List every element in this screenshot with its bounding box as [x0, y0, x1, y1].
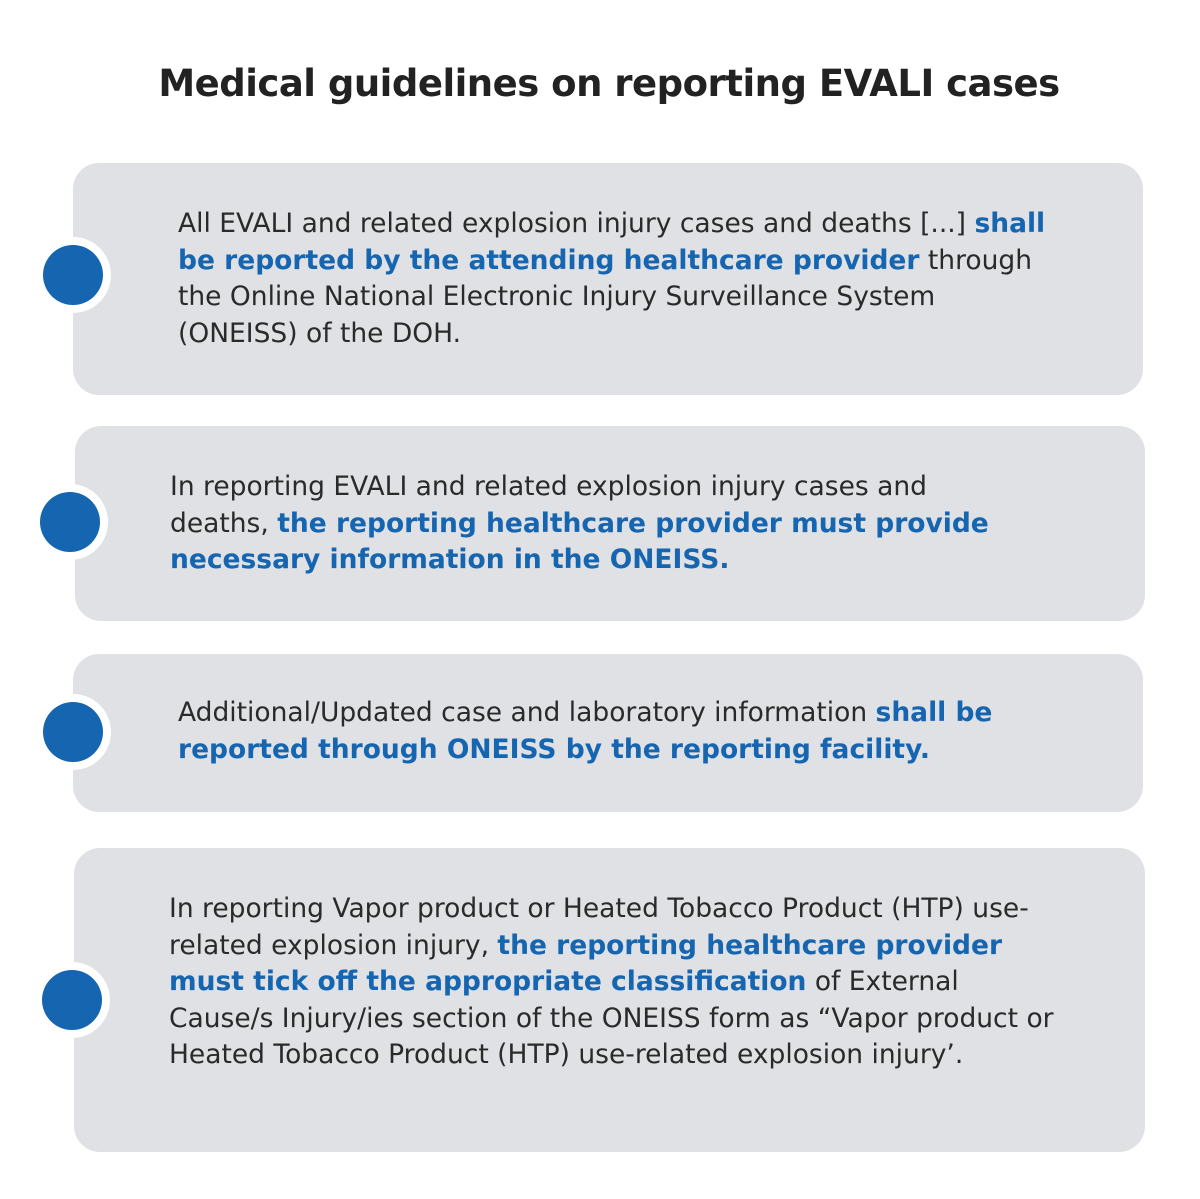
guideline-text-3: Additional/Updated case and laboratory i…	[178, 695, 1078, 768]
text-highlight: shall be reported through ONEISS by the …	[178, 697, 993, 765]
guideline-card-2	[75, 426, 1145, 621]
guideline-card-3	[73, 654, 1143, 812]
bullet-dot-icon	[42, 970, 102, 1030]
text-highlight: the reporting healthcare provider must p…	[170, 507, 989, 576]
text-regular: In reporting EVALI and related explosion…	[170, 471, 927, 539]
text-regular: Additional/Updated case and laboratory i…	[178, 697, 876, 728]
page-title: Medical guidelines on reporting EVALI ca…	[158, 62, 1060, 105]
guideline-text-2: In reporting EVALI and related explosion…	[170, 469, 1030, 579]
text-highlight: shall be reported by the attending healt…	[178, 208, 1046, 276]
text-regular: of External Cause/s Injury/ies section o…	[169, 966, 1054, 1070]
guideline-card-4	[74, 848, 1145, 1152]
guideline-card-1	[73, 163, 1143, 395]
bullet-dot-icon	[43, 245, 103, 305]
text-regular: All EVALI and related explosion injury c…	[178, 208, 975, 239]
guideline-text-4: In reporting Vapor product or Heated Tob…	[169, 891, 1059, 1074]
text-regular: In reporting Vapor product or Heated Tob…	[169, 893, 1029, 961]
bullet-dot-icon	[40, 492, 100, 552]
text-regular: through the Online National Electronic I…	[178, 244, 1033, 349]
text-highlight: the reporting healthcare provider must t…	[169, 929, 1003, 998]
bullet-dot-icon	[43, 702, 103, 762]
guideline-text-1: All EVALI and related explosion injury c…	[178, 206, 1058, 352]
